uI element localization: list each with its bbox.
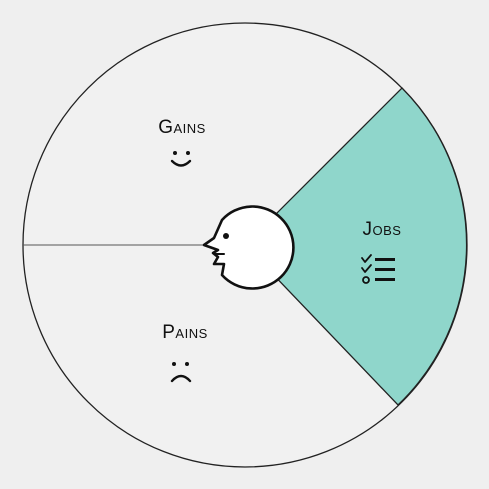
customer-head-icon — [202, 205, 295, 290]
smile-icon — [170, 151, 192, 167]
gains-label: Gains — [158, 117, 206, 138]
checklist-icon — [361, 254, 395, 284]
pains-label: Pains — [162, 322, 208, 343]
frown-icon — [170, 362, 192, 383]
jobs-segment[interactable] — [244, 87, 468, 406]
jobs-label: Jobs — [363, 219, 402, 240]
